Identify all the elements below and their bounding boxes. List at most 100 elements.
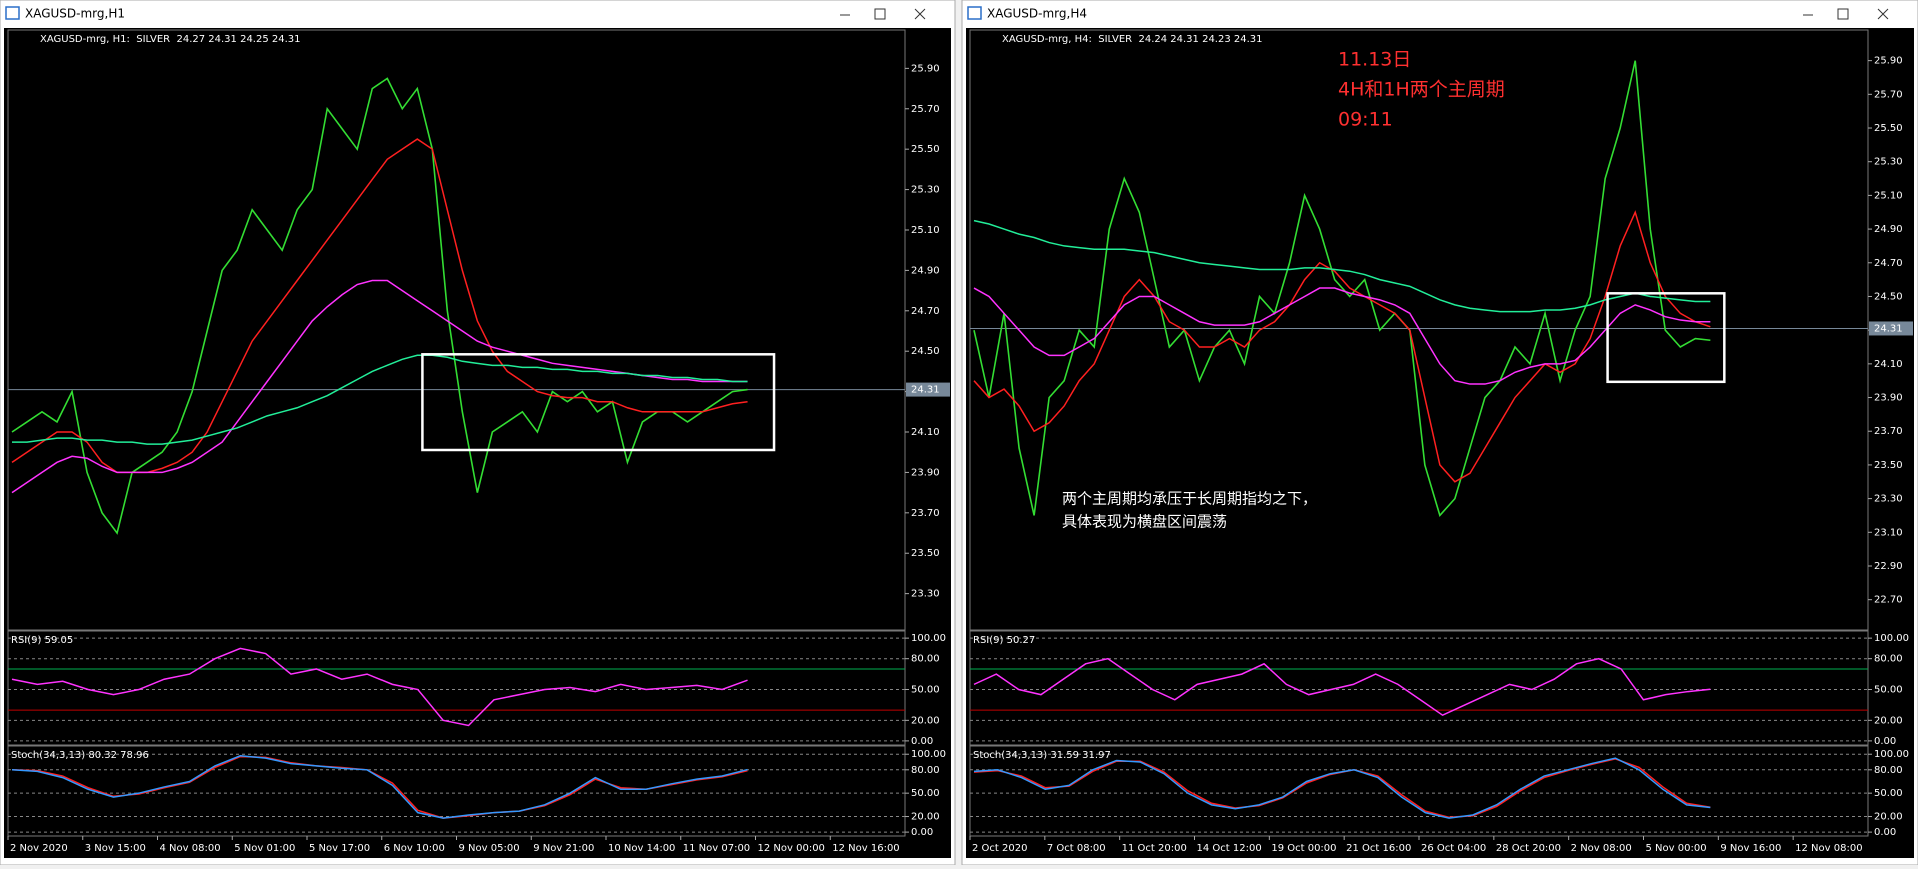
y-tick-label: 25.90 <box>1874 56 1903 67</box>
y-tick-label: 25.50 <box>1874 123 1903 134</box>
y-tick-label: 22.90 <box>1874 561 1903 572</box>
y-tick-label: 24.70 <box>911 306 940 317</box>
series-line <box>11 77 748 535</box>
y-tick-label: 50.00 <box>911 685 940 696</box>
current-price-box <box>906 382 950 397</box>
y-tick-label: 0.00 <box>1874 827 1896 838</box>
indicator-info: Stoch(34,3,13) 80.32 78.96 <box>11 750 149 761</box>
app-icon <box>5 6 20 20</box>
series-line <box>973 60 1711 518</box>
y-tick-label: 25.30 <box>1874 157 1903 168</box>
y-tick-label: 23.30 <box>1874 494 1903 505</box>
x-tick-label: 9 Nov 05:00 <box>459 843 520 854</box>
x-tick-label: 14 Oct 12:00 <box>1197 843 1262 854</box>
x-tick-label: 26 Oct 04:00 <box>1421 843 1486 854</box>
current-price-label: 24.31 <box>911 385 940 396</box>
chart-area <box>4 28 951 858</box>
indicator-info: RSI(9) 59.05 <box>11 635 73 646</box>
y-tick-label: 80.00 <box>911 654 940 665</box>
x-tick-label: 19 Oct 00:00 <box>1271 843 1336 854</box>
x-tick-label: 5 Nov 00:00 <box>1646 843 1707 854</box>
y-tick-label: 23.70 <box>1874 426 1903 437</box>
note: 具体表现为横盘区间震荡 <box>1062 513 1227 531</box>
x-tick-label: 3 Nov 15:00 <box>85 843 146 854</box>
y-tick-label: 23.50 <box>911 548 940 559</box>
x-tick-label: 9 Nov 16:00 <box>1720 843 1781 854</box>
close-button[interactable] <box>1877 8 1889 20</box>
series-line <box>11 755 748 819</box>
close-button[interactable] <box>914 8 926 20</box>
current-price-box <box>1869 321 1913 336</box>
y-tick-label: 50.00 <box>1874 685 1903 696</box>
x-tick-label: 12 Nov 08:00 <box>1795 843 1862 854</box>
note: 两个主周期均承压于长周期指均之下， <box>1062 490 1317 508</box>
y-tick-label: 0.00 <box>911 827 933 838</box>
y-tick-label: 80.00 <box>1874 765 1903 776</box>
indicator-info: Stoch(34,3,13) 31.59 31.97 <box>973 750 1111 761</box>
y-tick-label: 24.10 <box>911 427 940 438</box>
x-tick-label: 11 Nov 07:00 <box>683 843 750 854</box>
y-tick-label: 24.50 <box>1874 291 1903 302</box>
x-tick-label: 28 Oct 20:00 <box>1496 843 1561 854</box>
y-tick-label: 25.70 <box>1874 89 1903 100</box>
annotation: 09:11 <box>1338 109 1393 131</box>
chart-area <box>966 28 1914 858</box>
y-tick-label: 25.10 <box>911 225 940 236</box>
maximize-button[interactable] <box>1837 8 1849 20</box>
y-tick-label: 25.50 <box>911 144 940 155</box>
series-line <box>12 354 748 445</box>
y-tick-label: 25.30 <box>911 185 940 196</box>
y-tick-label: 25.70 <box>911 104 940 115</box>
series-line <box>973 287 1711 385</box>
y-tick-label: 25.90 <box>911 63 940 74</box>
series-line <box>973 657 1711 717</box>
x-tick-label: 4 Nov 08:00 <box>160 843 221 854</box>
y-tick-label: 25.10 <box>1874 190 1903 201</box>
panel-border <box>7 29 906 631</box>
y-tick-label: 23.70 <box>911 508 940 519</box>
panel-border <box>7 630 906 746</box>
window-title: XAGUSD-mrg,H4 <box>987 7 1087 21</box>
y-tick-label: 20.00 <box>1874 715 1903 726</box>
app-icon <box>967 6 982 20</box>
y-tick-label: 22.70 <box>1874 595 1903 606</box>
x-tick-label: 11 Oct 20:00 <box>1122 843 1187 854</box>
annotation: 4H和1H两个主周期 <box>1338 79 1505 101</box>
y-tick-label: 50.00 <box>1874 788 1903 799</box>
x-tick-label: 5 Nov 01:00 <box>234 843 295 854</box>
annotation: 11.13日 <box>1338 49 1411 71</box>
series-line <box>973 210 1711 483</box>
y-tick-label: 20.00 <box>911 715 940 726</box>
x-tick-label: 2 Nov 08:00 <box>1571 843 1632 854</box>
y-tick-label: 50.00 <box>911 788 940 799</box>
x-tick-label: 7 Oct 08:00 <box>1047 843 1106 854</box>
y-tick-label: 20.00 <box>1874 812 1903 823</box>
y-tick-label: 0.00 <box>1874 736 1896 747</box>
indicator-info: XAGUSD-mrg, H4: SILVER 24.24 24.31 24.23… <box>1002 34 1263 45</box>
x-tick-label: 6 Nov 10:00 <box>384 843 445 854</box>
x-tick-label: 2 Nov 2020 <box>10 843 68 854</box>
range-box <box>1606 292 1726 384</box>
x-tick-label: 10 Nov 14:00 <box>608 843 675 854</box>
y-tick-label: 24.90 <box>1874 224 1903 235</box>
y-tick-label: 20.00 <box>911 812 940 823</box>
x-tick-label: 5 Nov 17:00 <box>309 843 370 854</box>
y-tick-label: 80.00 <box>1874 654 1903 665</box>
x-tick-label: 9 Nov 21:00 <box>533 843 594 854</box>
series-line <box>973 757 1711 819</box>
y-tick-label: 23.30 <box>911 589 940 600</box>
indicator-info: RSI(9) 50.27 <box>973 635 1035 646</box>
y-tick-label: 23.90 <box>1874 393 1903 404</box>
y-tick-label: 100.00 <box>911 749 946 760</box>
x-tick-label: 21 Oct 16:00 <box>1346 843 1411 854</box>
maximize-button[interactable] <box>874 8 886 20</box>
x-tick-label: 12 Nov 16:00 <box>832 843 899 854</box>
chart-window: XAGUSD-mrg,H1 25.90 25.70 25.50 25.30 25.10 24… <box>0 0 956 866</box>
current-price-label: 24.31 <box>1874 323 1903 334</box>
window-title: XAGUSD-mrg,H1 <box>25 7 125 21</box>
series-line <box>11 647 748 727</box>
y-tick-label: 24.50 <box>911 346 940 357</box>
chart-window: XAGUSD-mrg,H4 25.90 25.70 25.50 25.30 25.10 24… <box>961 0 1918 866</box>
indicator-info: XAGUSD-mrg, H1: SILVER 24.27 24.31 24.25… <box>40 34 301 45</box>
